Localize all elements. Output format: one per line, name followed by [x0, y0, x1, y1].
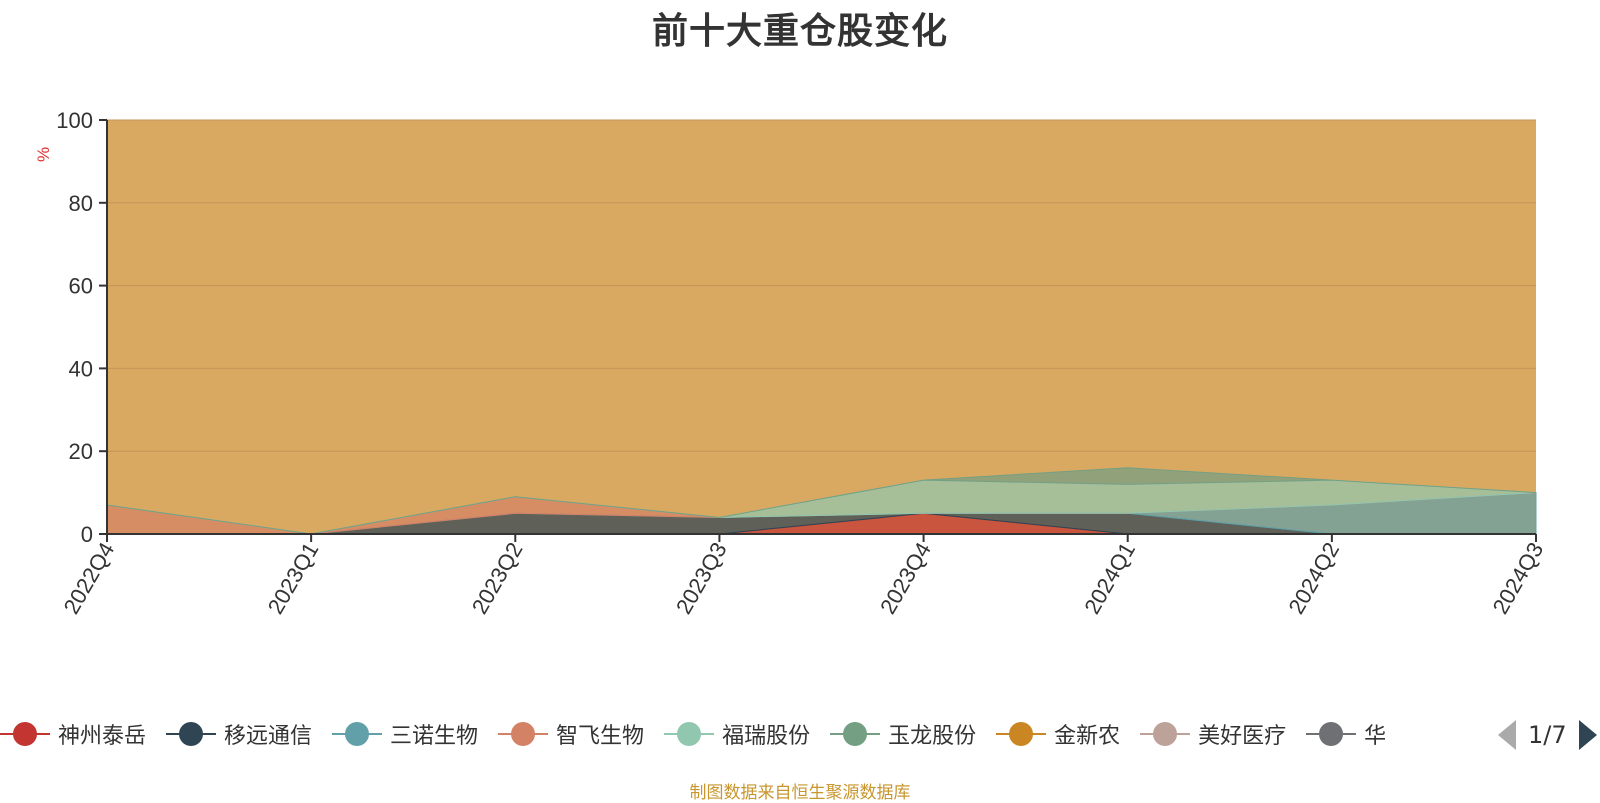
chart-canvas: 0 20 40 60 80 100 2022Q4 2023Q1 2023Q2 2023Q3 2023… [34, 108, 1549, 618]
legend: 神州泰岳 移远通信 三诺生物 智飞生物 福瑞股份 玉龙股份 金新农 美好医疗 华 [0, 712, 1480, 756]
legend-item[interactable]: 金新农 [996, 718, 1120, 750]
y-tick-label: 80 [69, 191, 93, 216]
legend-marker-icon [1306, 722, 1357, 746]
legend-label: 美好医疗 [1198, 724, 1287, 749]
x-tick-label: 2023Q2 [467, 538, 528, 618]
legend-item[interactable]: 美好医疗 [1140, 718, 1286, 750]
legend-marker-icon [0, 722, 50, 746]
x-tick-label: 2022Q4 [59, 538, 120, 618]
x-tick-label: 2024Q1 [1079, 538, 1140, 618]
y-tick-label: 100 [56, 108, 93, 133]
chart-title: 前十大重仓股变化 [651, 11, 948, 52]
legend-marker-icon [664, 722, 715, 746]
legend-marker-icon [332, 722, 383, 746]
y-axis-label: % [34, 147, 53, 162]
legend-label: 移远通信 [224, 724, 313, 749]
x-tick-label: 2024Q3 [1488, 538, 1549, 618]
legend-item[interactable]: 华 [1306, 718, 1386, 750]
legend-pager: 1/7 [1498, 718, 1597, 752]
y-tick-label: 60 [69, 274, 93, 299]
legend-next-arrow-icon[interactable] [1578, 720, 1597, 750]
x-tick-label: 2023Q1 [263, 538, 324, 618]
legend-page-indicator: 1/7 [1528, 721, 1567, 749]
legend-label: 智飞生物 [556, 724, 645, 749]
legend-marker-icon [1140, 722, 1191, 746]
legend-prev-arrow-icon[interactable] [1498, 720, 1516, 750]
area-background [107, 120, 1536, 534]
legend-label: 三诺生物 [390, 724, 479, 749]
legend-marker-icon [166, 722, 217, 746]
legend-label: 玉龙股份 [888, 724, 977, 749]
legend-item[interactable]: 神州泰岳 [0, 718, 146, 750]
legend-item[interactable]: 智飞生物 [498, 718, 644, 750]
series-area-5[interactable] [106, 467, 1537, 535]
legend-marker-icon [498, 722, 549, 746]
legend-label: 金新农 [1054, 724, 1121, 749]
y-tick-label: 40 [69, 356, 93, 381]
legend-label: 神州泰岳 [58, 724, 147, 749]
x-tick-label: 2024Q2 [1283, 538, 1344, 618]
legend-marker-icon [996, 722, 1047, 746]
legend-label: 华 [1364, 724, 1387, 749]
area-bands [106, 120, 1537, 535]
grid-lines [107, 119, 1536, 452]
y-tick-label: 20 [69, 439, 93, 464]
source-note: 制图数据来自恒生聚源数据库 [689, 783, 911, 803]
y-tick-label: 0 [81, 522, 93, 547]
legend-item[interactable]: 玉龙股份 [830, 718, 976, 750]
legend-label: 福瑞股份 [722, 724, 811, 749]
legend-marker-icon [830, 722, 881, 746]
legend-item[interactable]: 移远通信 [166, 718, 312, 750]
x-tick-label: 2023Q3 [671, 538, 732, 618]
x-tick-label: 2023Q4 [875, 538, 936, 618]
legend-item[interactable]: 福瑞股份 [664, 718, 810, 750]
legend-item[interactable]: 三诺生物 [332, 718, 478, 750]
